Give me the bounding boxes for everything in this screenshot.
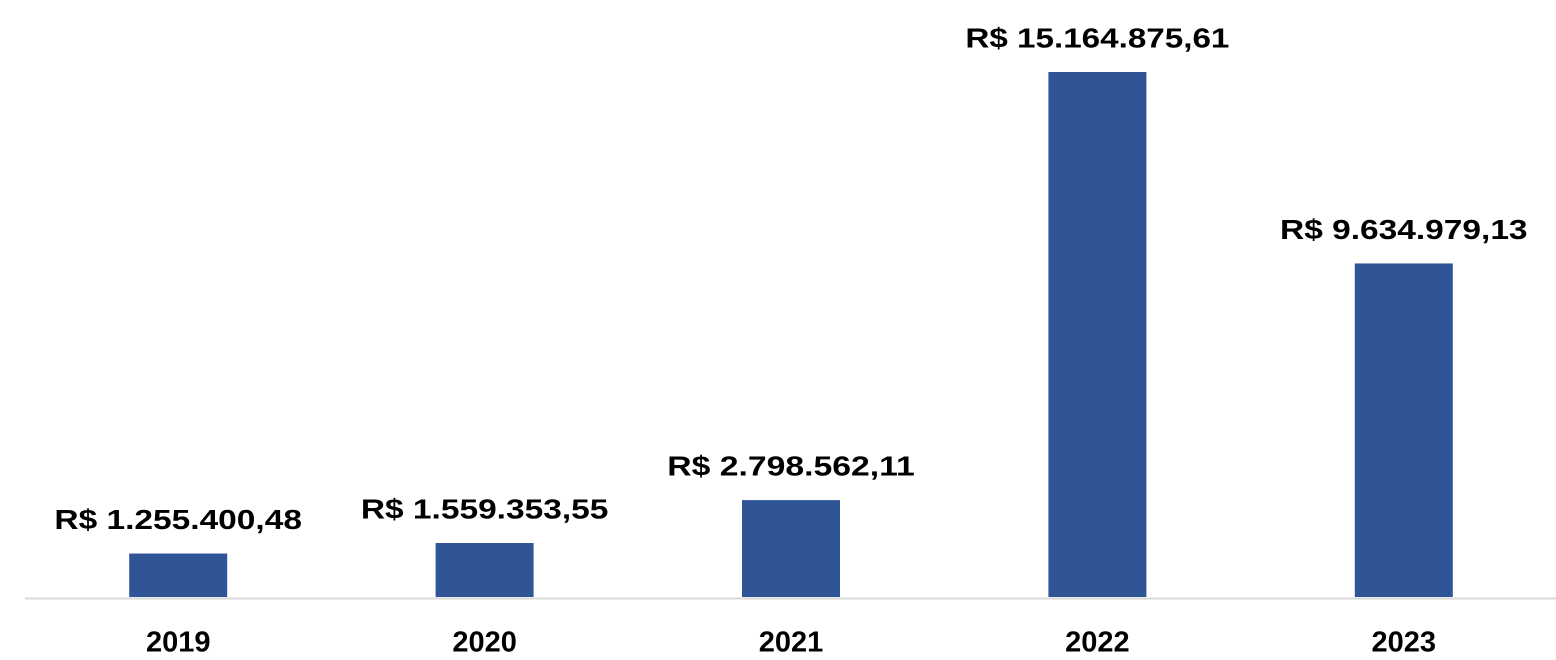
data-label: R$ 1.255.400,48 (54, 504, 302, 535)
data-label: R$ 9.634.979,13 (1280, 214, 1528, 245)
x-tick-label: 2022 (1065, 627, 1130, 659)
data-label: R$ 15.164.875,61 (965, 22, 1229, 53)
bar (1354, 263, 1453, 597)
x-tick-label: 2021 (759, 627, 824, 659)
x-tick-label: 2023 (1372, 627, 1437, 659)
bar (129, 553, 228, 597)
bar (435, 543, 534, 597)
bar (742, 500, 840, 597)
bar (1048, 72, 1147, 597)
x-tick-label: 2019 (146, 627, 211, 659)
data-label: R$ 1.559.353,55 (361, 493, 609, 524)
data-label: R$ 2.798.562,11 (667, 451, 915, 482)
x-tick-label: 2020 (452, 627, 517, 659)
